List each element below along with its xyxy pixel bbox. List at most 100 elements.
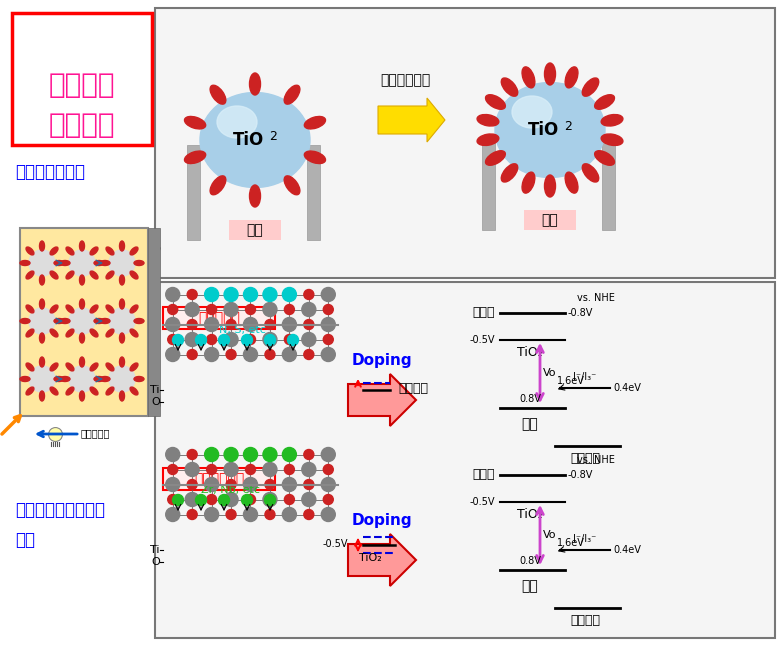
- Circle shape: [321, 508, 336, 521]
- Polygon shape: [348, 534, 416, 586]
- Ellipse shape: [90, 329, 98, 337]
- Text: TiO₂: TiO₂: [358, 553, 381, 563]
- Circle shape: [168, 494, 178, 505]
- Circle shape: [285, 494, 294, 505]
- Circle shape: [195, 494, 206, 506]
- Circle shape: [165, 348, 180, 362]
- Ellipse shape: [304, 151, 325, 163]
- Circle shape: [187, 349, 197, 360]
- Ellipse shape: [50, 387, 58, 395]
- Ellipse shape: [522, 67, 535, 88]
- Ellipse shape: [217, 106, 257, 138]
- Ellipse shape: [94, 260, 104, 266]
- Circle shape: [323, 335, 333, 344]
- Bar: [524, 210, 576, 230]
- Text: 高効率化: 高効率化: [49, 111, 115, 139]
- Ellipse shape: [184, 116, 205, 129]
- Circle shape: [321, 348, 336, 362]
- Circle shape: [187, 510, 197, 519]
- Circle shape: [282, 448, 296, 461]
- Ellipse shape: [26, 387, 34, 395]
- Ellipse shape: [100, 318, 110, 324]
- Circle shape: [226, 349, 236, 360]
- Circle shape: [302, 302, 316, 317]
- Ellipse shape: [106, 271, 114, 279]
- Ellipse shape: [90, 271, 98, 279]
- Circle shape: [323, 304, 333, 315]
- Circle shape: [185, 302, 199, 317]
- Ellipse shape: [106, 247, 114, 255]
- Circle shape: [245, 304, 256, 315]
- Circle shape: [265, 510, 275, 519]
- Text: ・プラズマ処理: ・プラズマ処理: [15, 163, 85, 181]
- Text: 酸素置換型: 酸素置換型: [198, 311, 240, 325]
- Text: 1.6eV: 1.6eV: [557, 538, 585, 548]
- Ellipse shape: [39, 333, 45, 343]
- Ellipse shape: [601, 114, 623, 126]
- Ellipse shape: [119, 299, 125, 309]
- Text: 伝導帯: 伝導帯: [473, 468, 495, 481]
- Ellipse shape: [100, 260, 110, 266]
- Text: 1.6eV: 1.6eV: [557, 376, 585, 386]
- Circle shape: [187, 479, 197, 490]
- Text: 0.8V: 0.8V: [519, 556, 541, 566]
- Circle shape: [304, 510, 314, 519]
- Ellipse shape: [512, 96, 552, 128]
- Circle shape: [205, 287, 219, 302]
- Ellipse shape: [60, 318, 70, 324]
- Circle shape: [165, 287, 180, 302]
- Circle shape: [187, 450, 197, 459]
- Ellipse shape: [26, 329, 34, 337]
- Ellipse shape: [79, 357, 85, 367]
- Ellipse shape: [106, 305, 114, 313]
- Circle shape: [285, 304, 294, 315]
- Circle shape: [205, 448, 219, 461]
- Circle shape: [172, 335, 183, 346]
- Text: N, S, etc: N, S, etc: [219, 325, 266, 335]
- Text: Vo: Vo: [543, 530, 557, 540]
- Ellipse shape: [119, 391, 125, 401]
- Ellipse shape: [26, 305, 34, 313]
- Circle shape: [165, 448, 180, 461]
- Circle shape: [224, 302, 238, 317]
- Ellipse shape: [594, 151, 615, 165]
- Circle shape: [224, 333, 238, 346]
- Circle shape: [282, 477, 296, 492]
- Ellipse shape: [477, 114, 499, 126]
- Ellipse shape: [130, 271, 138, 279]
- Circle shape: [241, 494, 252, 506]
- Ellipse shape: [50, 363, 58, 371]
- Text: Pt: Pt: [162, 317, 173, 327]
- Text: TiO: TiO: [234, 131, 265, 149]
- Circle shape: [205, 317, 219, 331]
- Circle shape: [282, 508, 296, 521]
- Ellipse shape: [601, 134, 623, 145]
- Circle shape: [302, 492, 316, 506]
- Circle shape: [69, 250, 95, 276]
- Ellipse shape: [39, 299, 45, 309]
- Circle shape: [263, 333, 277, 346]
- Circle shape: [226, 510, 236, 519]
- Ellipse shape: [79, 333, 85, 343]
- Circle shape: [207, 335, 216, 344]
- Text: -0.8V: -0.8V: [568, 308, 593, 318]
- Polygon shape: [378, 98, 445, 142]
- Circle shape: [224, 463, 238, 477]
- Ellipse shape: [545, 175, 556, 197]
- Circle shape: [282, 287, 296, 302]
- Text: プラズマ処理: プラズマ処理: [380, 73, 430, 87]
- Circle shape: [187, 289, 197, 300]
- Circle shape: [285, 335, 294, 344]
- Ellipse shape: [90, 305, 98, 313]
- Circle shape: [263, 302, 277, 317]
- Ellipse shape: [66, 247, 74, 255]
- Circle shape: [265, 349, 275, 360]
- Circle shape: [29, 308, 55, 334]
- Circle shape: [321, 287, 336, 302]
- Circle shape: [29, 250, 55, 276]
- Circle shape: [304, 479, 314, 490]
- Circle shape: [165, 508, 180, 521]
- Ellipse shape: [100, 377, 110, 382]
- Text: 価電子帯: 価電子帯: [570, 452, 600, 464]
- Ellipse shape: [20, 260, 30, 266]
